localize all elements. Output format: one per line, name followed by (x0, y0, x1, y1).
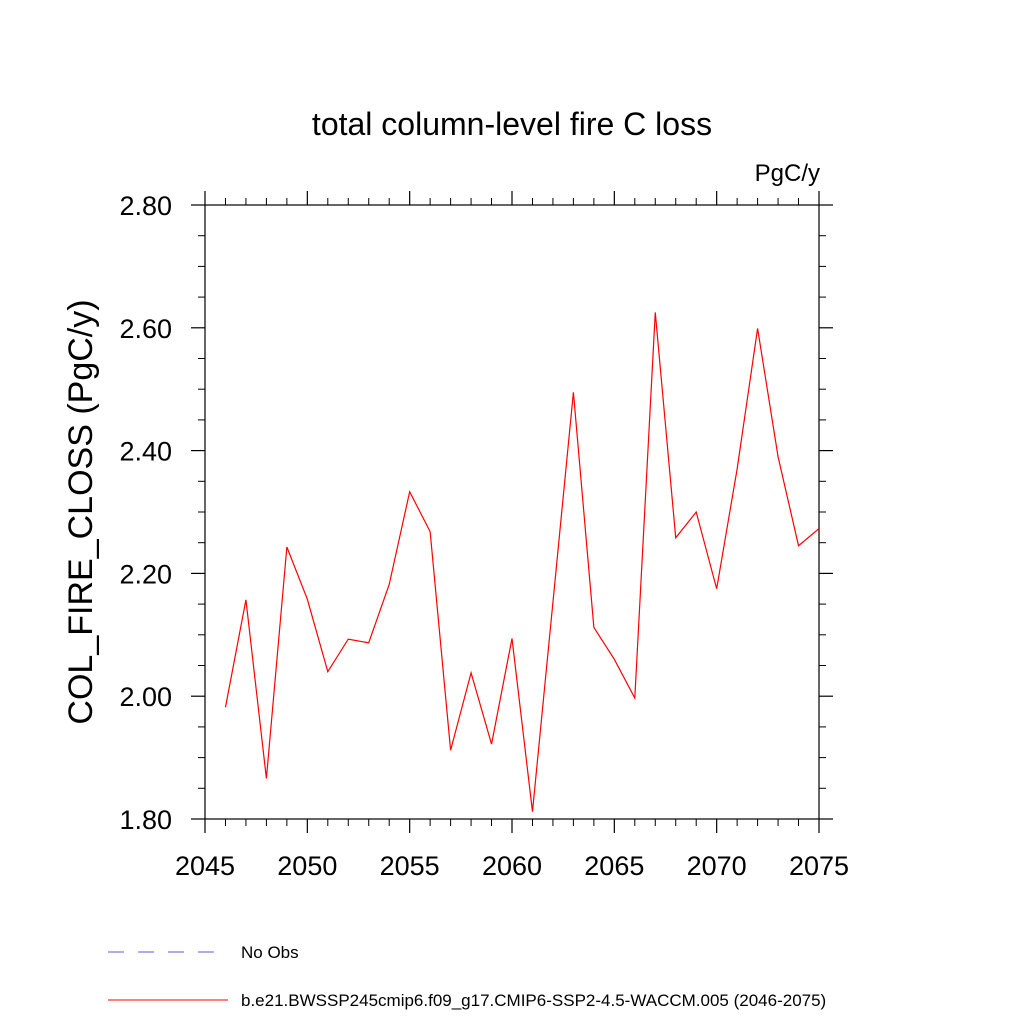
y-tick-label: 2.80 (119, 191, 172, 221)
series-line (224, 312, 820, 812)
chart-title: total column-level fire C loss (312, 106, 712, 142)
y-tick-label: 2.20 (119, 559, 172, 589)
y-axis-label: COL_FIRE_CLOSS (PgC/y) (62, 299, 100, 724)
legend-label: b.e21.BWSSP245cmip6.f09_g17.CMIP6-SSP2-4… (241, 991, 826, 1010)
y-tick-label: 2.00 (119, 682, 172, 712)
units-label: PgC/y (755, 160, 820, 187)
x-tick-label: 2075 (789, 851, 849, 881)
axis-ticks (191, 191, 833, 833)
legend: No Obs b.e21.BWSSP245cmip6.f09_g17.CMIP6-… (108, 943, 826, 1010)
y-tick-label: 2.60 (119, 314, 172, 344)
plot-frame (204, 204, 820, 820)
axis-tick-labels: 2045 2050 2055 2060 2065 2070 2075 1.80 2.00 2.20… (119, 191, 849, 881)
x-tick-label: 2045 (175, 851, 235, 881)
y-tick-label: 1.80 (119, 805, 172, 835)
y-tick-label: 2.40 (119, 437, 172, 467)
x-tick-label: 2055 (380, 851, 440, 881)
x-tick-label: 2050 (277, 851, 337, 881)
x-tick-label: 2065 (584, 851, 644, 881)
series-layer (224, 312, 820, 812)
legend-label: No Obs (241, 943, 299, 962)
x-tick-label: 2070 (687, 851, 747, 881)
x-tick-label: 2060 (482, 851, 542, 881)
